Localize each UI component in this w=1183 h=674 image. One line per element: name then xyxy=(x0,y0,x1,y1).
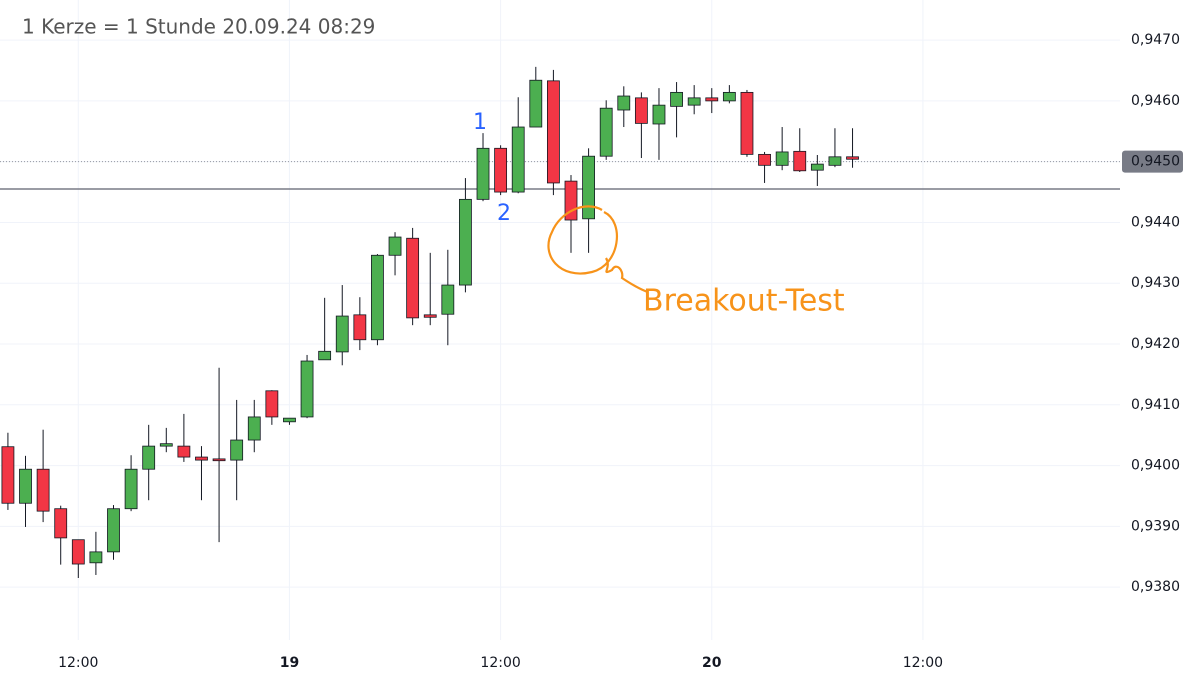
x-tick-label: 12:00 xyxy=(58,655,98,671)
candle-body xyxy=(810,163,824,171)
candle-body xyxy=(476,147,490,200)
last-price-box xyxy=(1122,150,1183,173)
candle-body xyxy=(283,417,296,423)
candle-body xyxy=(71,539,85,565)
candle-body xyxy=(529,79,543,128)
y-tick-label: 0,9390 xyxy=(1131,518,1180,534)
candle-body xyxy=(265,390,279,418)
candle-body xyxy=(406,237,420,319)
candle-body xyxy=(775,151,789,166)
y-tick-label: 0,9380 xyxy=(1131,579,1180,595)
candle-body xyxy=(494,147,508,193)
candle-body xyxy=(1,446,15,504)
y-tick-label: 0,9470 xyxy=(1131,32,1180,48)
candle-body xyxy=(335,315,349,353)
candle-body xyxy=(459,198,472,286)
candle-body xyxy=(36,468,50,512)
candle-body xyxy=(318,350,332,361)
candle-body xyxy=(230,439,244,461)
x-tick-label: 12:00 xyxy=(903,655,943,671)
y-tick-label: 0,9440 xyxy=(1131,214,1180,230)
x-tick-label: 20 xyxy=(702,655,722,671)
candle-body xyxy=(107,508,120,553)
candle-body xyxy=(793,150,807,172)
candle-body xyxy=(371,254,384,341)
candle-body xyxy=(124,468,138,510)
y-tick-label: 0,9400 xyxy=(1131,458,1180,474)
candle-body xyxy=(846,156,859,160)
candle-body xyxy=(142,445,156,470)
axes: 0,9380 0,9390 0,9400 0,9410 0,9420 0,9430 0,94… xyxy=(58,32,1183,671)
candle-body xyxy=(353,314,367,341)
candle-body xyxy=(195,456,208,461)
candle-body xyxy=(687,97,701,106)
annotation-label: Breakout-Test xyxy=(643,284,845,319)
candle-body xyxy=(300,360,314,418)
candle-body xyxy=(212,458,226,462)
y-tick-label: 0,9430 xyxy=(1131,275,1180,291)
x-tick-label: 12:00 xyxy=(480,655,520,671)
chart-title: 1 Kerze = 1 Stunde 20.09.24 08:29 xyxy=(22,15,375,39)
candle-body xyxy=(388,236,402,256)
candle-body xyxy=(423,314,437,318)
candle-body xyxy=(177,445,191,458)
candle-body xyxy=(634,97,648,124)
annotation-label: 1 xyxy=(473,110,487,135)
candle-body xyxy=(652,104,666,125)
candle-body xyxy=(159,443,173,447)
candle-body xyxy=(547,80,560,184)
candle-body xyxy=(441,284,455,315)
candle-body xyxy=(599,107,613,157)
annotation-label: 2 xyxy=(497,201,511,226)
x-tick-label: 19 xyxy=(280,655,299,671)
price-lines xyxy=(0,161,1120,190)
candle-body xyxy=(89,551,103,564)
candle-body xyxy=(247,416,261,441)
candle-body xyxy=(617,95,631,111)
candle-body xyxy=(511,126,525,193)
candle-body xyxy=(705,97,719,102)
candle-body xyxy=(740,91,754,155)
candle-body xyxy=(722,91,736,102)
y-tick-label: 0,9410 xyxy=(1131,397,1180,413)
y-tick-label: 0,9460 xyxy=(1131,93,1180,109)
annotation-circle xyxy=(547,205,649,294)
candle-body xyxy=(758,153,771,166)
candle-body xyxy=(670,91,683,107)
candle-body xyxy=(828,156,842,166)
candle-body xyxy=(582,155,595,220)
candle-body xyxy=(54,508,68,539)
last-price-label: 0,9450 xyxy=(1131,154,1180,170)
candle-body xyxy=(19,468,32,504)
candles xyxy=(1,66,859,579)
y-tick-label: 0,9420 xyxy=(1131,336,1180,352)
